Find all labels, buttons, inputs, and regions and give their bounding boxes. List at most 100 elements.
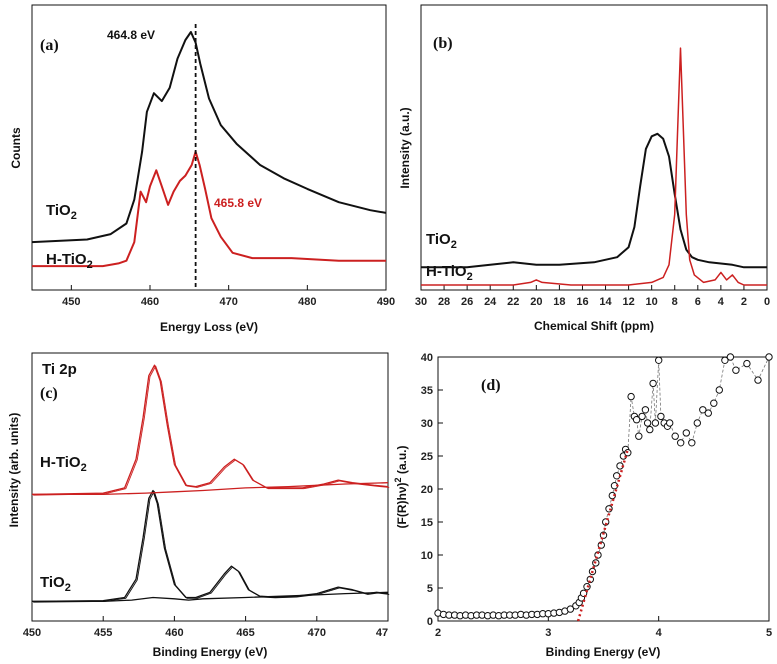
panel-c-title: Ti 2p <box>42 361 77 378</box>
panel-b-frame <box>420 4 768 291</box>
data-point <box>641 406 650 414</box>
series-line-tio2-background <box>32 591 389 603</box>
panel-a-legend-htio2: H-TiO2 <box>46 251 93 271</box>
y-tick-label: 30 <box>421 418 433 430</box>
series-line-tio2 <box>421 132 767 269</box>
x-tick-label: 450 <box>23 627 41 639</box>
x-tick-label: 3 <box>545 627 551 639</box>
x-tick-label: 470 <box>219 296 237 308</box>
data-point <box>726 353 735 361</box>
data-point <box>655 356 663 364</box>
x-tick-label: 28 <box>438 296 450 308</box>
panel-a-series <box>31 31 387 268</box>
data-point <box>635 432 643 440</box>
x-tick-label: 6 <box>695 296 701 308</box>
data-point <box>754 376 762 384</box>
x-tick-label: 450 <box>62 296 80 308</box>
y-tick-label: 15 <box>421 517 433 529</box>
x-tick-label: 455 <box>94 627 112 639</box>
data-point <box>732 366 740 374</box>
panel-b-x-axis-label: Chemical Shift (ppm) <box>534 319 654 333</box>
series-line-h-tio2 <box>31 364 389 496</box>
y-tick-label: 35 <box>421 385 433 397</box>
panel-c-series <box>31 364 390 603</box>
panel-d-label: (d) <box>481 377 501 394</box>
x-tick-label: 460 <box>165 627 183 639</box>
y-tick-label: 0 <box>427 616 433 628</box>
y-tick-label: 20 <box>421 484 433 496</box>
x-tick-label: 5 <box>766 627 772 639</box>
data-point <box>579 589 588 597</box>
panel-d-tauc-chart: 2 3 4 5 0 5 10 15 20 25 30 35 40 (d) Binding Energy … <box>393 352 773 659</box>
panel-a-annotation-red: 465.8 eV <box>214 196 262 210</box>
panel-c-x-ticks: 450 455 460 465 470 47 <box>23 616 388 639</box>
panel-c-legend-tio2: TiO2 <box>40 574 71 594</box>
panel-b-series <box>421 47 767 286</box>
panel-b-legend-tio2: TiO2 <box>426 231 457 251</box>
x-tick-label: 8 <box>672 296 678 308</box>
series-connector-line <box>437 356 770 617</box>
data-point <box>699 406 707 414</box>
panel-c-label: (c) <box>40 385 58 402</box>
data-point <box>599 531 608 539</box>
data-point <box>765 353 773 361</box>
x-tick-label-cropped: 47 <box>376 627 388 639</box>
x-tick-label: 12 <box>622 296 634 308</box>
series-line-h-tio2-fit <box>33 365 390 496</box>
x-tick-label: 26 <box>461 296 473 308</box>
data-point <box>677 439 685 447</box>
x-tick-label: 470 <box>308 627 326 639</box>
x-tick-label: 460 <box>141 296 159 308</box>
x-tick-label: 490 <box>377 296 395 308</box>
panel-b-nmr-chart: 30 28 26 24 22 20 18 16 14 12 10 8 6 4 2 0 (b) TiO2 H-T… <box>398 4 770 333</box>
data-point <box>704 409 712 417</box>
data-point <box>657 412 665 421</box>
series-line-tio2 <box>31 489 389 603</box>
x-tick-label: 10 <box>646 296 658 308</box>
y-tick-label: 25 <box>421 451 433 463</box>
data-point <box>649 379 657 388</box>
data-point <box>671 432 679 440</box>
series-line-tio2 <box>31 31 387 244</box>
series-line-tio2-fit <box>33 490 390 603</box>
data-point <box>638 412 646 421</box>
data-point <box>710 399 718 407</box>
data-point <box>693 419 701 427</box>
panel-c-x-axis-label: Binding Energy (eV) <box>153 645 268 659</box>
y-tick-label: 10 <box>421 550 433 562</box>
x-tick-label: 16 <box>576 296 588 308</box>
panel-b-legend-htio2: H-TiO2 <box>426 263 473 283</box>
data-point <box>632 416 641 424</box>
panel-c-frame <box>31 352 389 622</box>
panel-b-x-ticks: 30 28 26 24 22 20 18 16 14 12 10 8 6 4 2 0 <box>415 285 770 308</box>
y-tick-label: 40 <box>421 352 433 364</box>
x-tick-label: 2 <box>741 296 747 308</box>
series-line-h-tio2-background <box>32 482 389 496</box>
x-tick-label: 0 <box>764 296 770 308</box>
panel-c-xps-chart: 450 455 460 465 470 47 Ti 2p (c) H-TiO2 TiO2 … <box>7 352 390 659</box>
data-point <box>666 419 674 427</box>
panel-d-series <box>434 353 773 622</box>
data-point <box>688 439 696 447</box>
panel-d-x-axis-label: Binding Energy (eV) <box>546 645 661 659</box>
panel-a-y-axis-label: Counts <box>9 127 23 169</box>
panel-c-legend-htio2: H-TiO2 <box>40 454 87 474</box>
series-line-h-tio2 <box>32 150 386 268</box>
panel-b-label: (b) <box>433 35 453 52</box>
data-point <box>566 605 575 613</box>
panel-c-y-axis-label: Intensity (arb. units) <box>7 413 21 528</box>
data-point <box>646 425 654 434</box>
x-tick-label: 18 <box>553 296 565 308</box>
series-line-h-tio2 <box>421 47 767 286</box>
x-tick-label: 465 <box>236 627 254 639</box>
data-point <box>651 419 660 427</box>
panel-a-x-ticks: 450 460 470 480 490 <box>62 285 395 308</box>
x-tick-label: 22 <box>507 296 519 308</box>
panel-a-eels-chart: 450 460 470 480 490 (a) 464.8 eV 465.8 eV Ti… <box>9 4 395 334</box>
panel-a-x-axis-label: Energy Loss (eV) <box>160 320 258 334</box>
panel-a-frame <box>31 4 387 291</box>
x-tick-label: 4 <box>718 296 725 308</box>
x-tick-label: 30 <box>415 296 427 308</box>
panel-b-y-axis-label: Intensity (a.u.) <box>398 107 412 188</box>
